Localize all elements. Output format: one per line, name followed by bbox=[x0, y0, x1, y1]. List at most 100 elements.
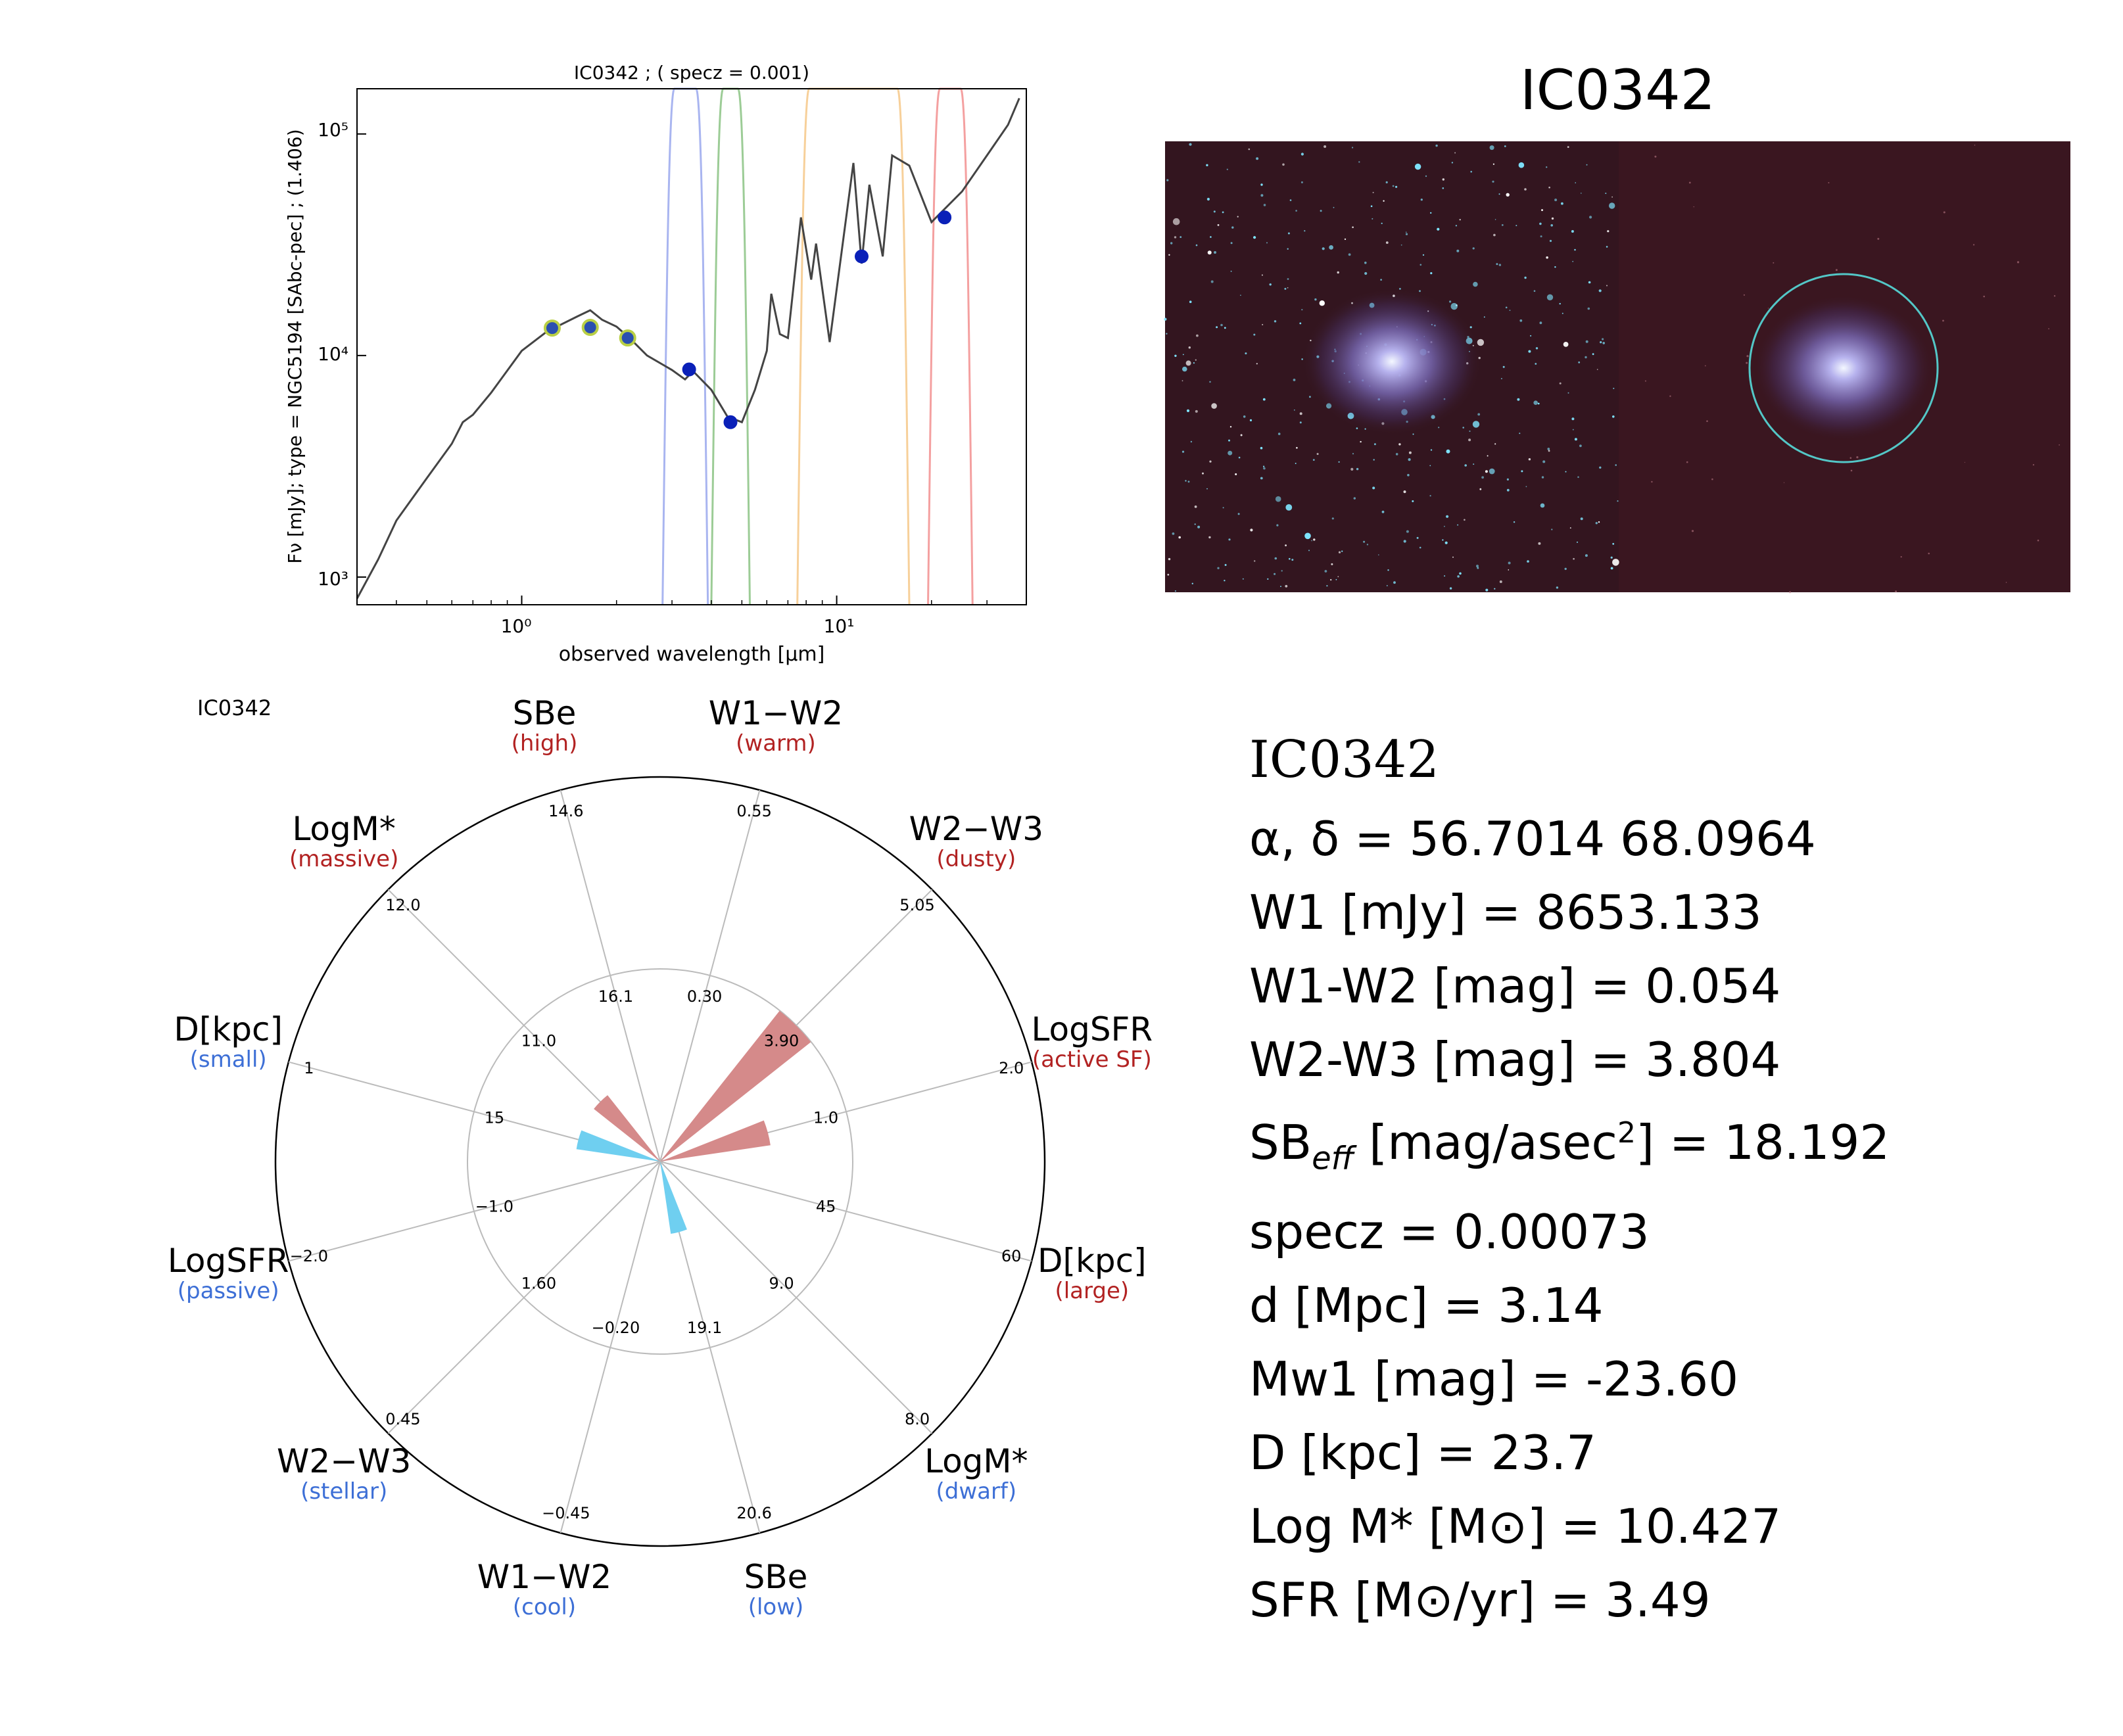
star bbox=[1528, 458, 1531, 461]
star bbox=[1238, 456, 1241, 459]
radar-bar bbox=[576, 1130, 660, 1161]
star bbox=[1506, 478, 1509, 481]
star bbox=[1562, 312, 1563, 314]
radar-axis-desc: (massive) bbox=[289, 846, 398, 872]
star bbox=[1208, 536, 1211, 539]
star bbox=[1228, 450, 1233, 456]
star bbox=[1895, 590, 1897, 593]
star bbox=[1525, 486, 1527, 488]
star bbox=[1191, 582, 1193, 584]
galaxy-left bbox=[1303, 289, 1481, 434]
star bbox=[1535, 347, 1539, 350]
prop-w1: W1 [mJy] = 8653.133 bbox=[1249, 885, 1762, 940]
star bbox=[1551, 528, 1553, 530]
star bbox=[1586, 164, 1588, 166]
star bbox=[1304, 532, 1311, 540]
star bbox=[1274, 573, 1276, 575]
star bbox=[1182, 366, 1187, 372]
star bbox=[1280, 586, 1281, 587]
star bbox=[2048, 328, 2049, 329]
star bbox=[1983, 295, 1985, 298]
star bbox=[1430, 272, 1433, 275]
star bbox=[1539, 321, 1542, 325]
star bbox=[1220, 323, 1223, 327]
star bbox=[1472, 247, 1475, 250]
star bbox=[1341, 550, 1343, 552]
star bbox=[1548, 186, 1550, 189]
radar-tick-inner: 45 bbox=[816, 1198, 836, 1216]
star bbox=[1276, 524, 1279, 527]
star bbox=[1610, 556, 1613, 559]
star bbox=[1602, 342, 1605, 344]
star bbox=[1337, 576, 1339, 578]
star bbox=[1385, 241, 1389, 244]
star bbox=[1313, 538, 1316, 541]
radar-tick-inner: 11.0 bbox=[521, 1031, 556, 1050]
star bbox=[1210, 280, 1214, 283]
star bbox=[1612, 543, 1615, 545]
star bbox=[1477, 339, 1485, 346]
star bbox=[1174, 354, 1177, 357]
star bbox=[1185, 480, 1187, 482]
star bbox=[1261, 274, 1263, 276]
star bbox=[1469, 430, 1471, 433]
star bbox=[1322, 247, 1325, 250]
star bbox=[1331, 517, 1334, 520]
star bbox=[1181, 450, 1185, 453]
star bbox=[1487, 455, 1489, 457]
star bbox=[1612, 559, 1619, 566]
star bbox=[1206, 164, 1208, 166]
star bbox=[1942, 319, 1944, 322]
star bbox=[1248, 148, 1251, 151]
prop-specz: specz = 0.00073 bbox=[1249, 1204, 1650, 1260]
radar-tick-outer: 14.6 bbox=[548, 802, 583, 820]
star bbox=[1260, 477, 1263, 480]
star bbox=[1508, 569, 1510, 571]
star bbox=[1464, 464, 1467, 467]
prop-mw1: Mw1 [mag] = -23.60 bbox=[1249, 1351, 1739, 1407]
radar-label: IC0342 bbox=[197, 695, 272, 720]
star bbox=[1187, 481, 1190, 483]
star bbox=[1405, 231, 1407, 233]
photometry-point-W1 bbox=[682, 362, 696, 377]
star bbox=[1335, 578, 1337, 580]
star bbox=[1542, 460, 1546, 463]
star bbox=[1479, 488, 1482, 490]
star bbox=[1344, 238, 1347, 241]
radar-tick-outer: 0.55 bbox=[736, 802, 771, 820]
star bbox=[1828, 182, 1830, 183]
radar-tick-inner: 1.60 bbox=[521, 1275, 556, 1293]
star bbox=[1299, 421, 1302, 424]
star bbox=[1287, 232, 1290, 235]
radar-bar bbox=[594, 1095, 660, 1161]
star bbox=[1263, 467, 1266, 470]
star bbox=[1296, 447, 1298, 449]
star bbox=[1329, 245, 1333, 250]
star bbox=[1419, 290, 1421, 293]
star bbox=[1459, 219, 1461, 221]
star bbox=[1504, 145, 1506, 147]
radar-tick-inner: 19.1 bbox=[687, 1319, 722, 1337]
star bbox=[1454, 152, 1456, 154]
star bbox=[1266, 242, 1268, 244]
galaxy-image bbox=[1164, 141, 2070, 594]
star bbox=[1363, 540, 1366, 543]
radar-tick-inner: 9.0 bbox=[769, 1275, 794, 1293]
prop-name: IC0342 bbox=[1249, 730, 1439, 789]
star bbox=[1222, 211, 1224, 214]
star bbox=[1556, 586, 1559, 589]
star bbox=[1519, 319, 1523, 322]
star bbox=[1330, 578, 1332, 581]
star bbox=[1168, 254, 1170, 256]
star bbox=[1515, 225, 1517, 227]
star bbox=[1309, 396, 1311, 398]
star bbox=[1470, 170, 1472, 173]
star bbox=[1338, 551, 1341, 553]
star bbox=[1194, 505, 1197, 508]
photometry-point-Ks bbox=[619, 329, 636, 347]
star bbox=[1564, 567, 1567, 571]
star bbox=[1450, 302, 1458, 310]
prop-logm: Log M* [M⊙] = 10.427 bbox=[1249, 1499, 1782, 1555]
star bbox=[1207, 250, 1212, 255]
